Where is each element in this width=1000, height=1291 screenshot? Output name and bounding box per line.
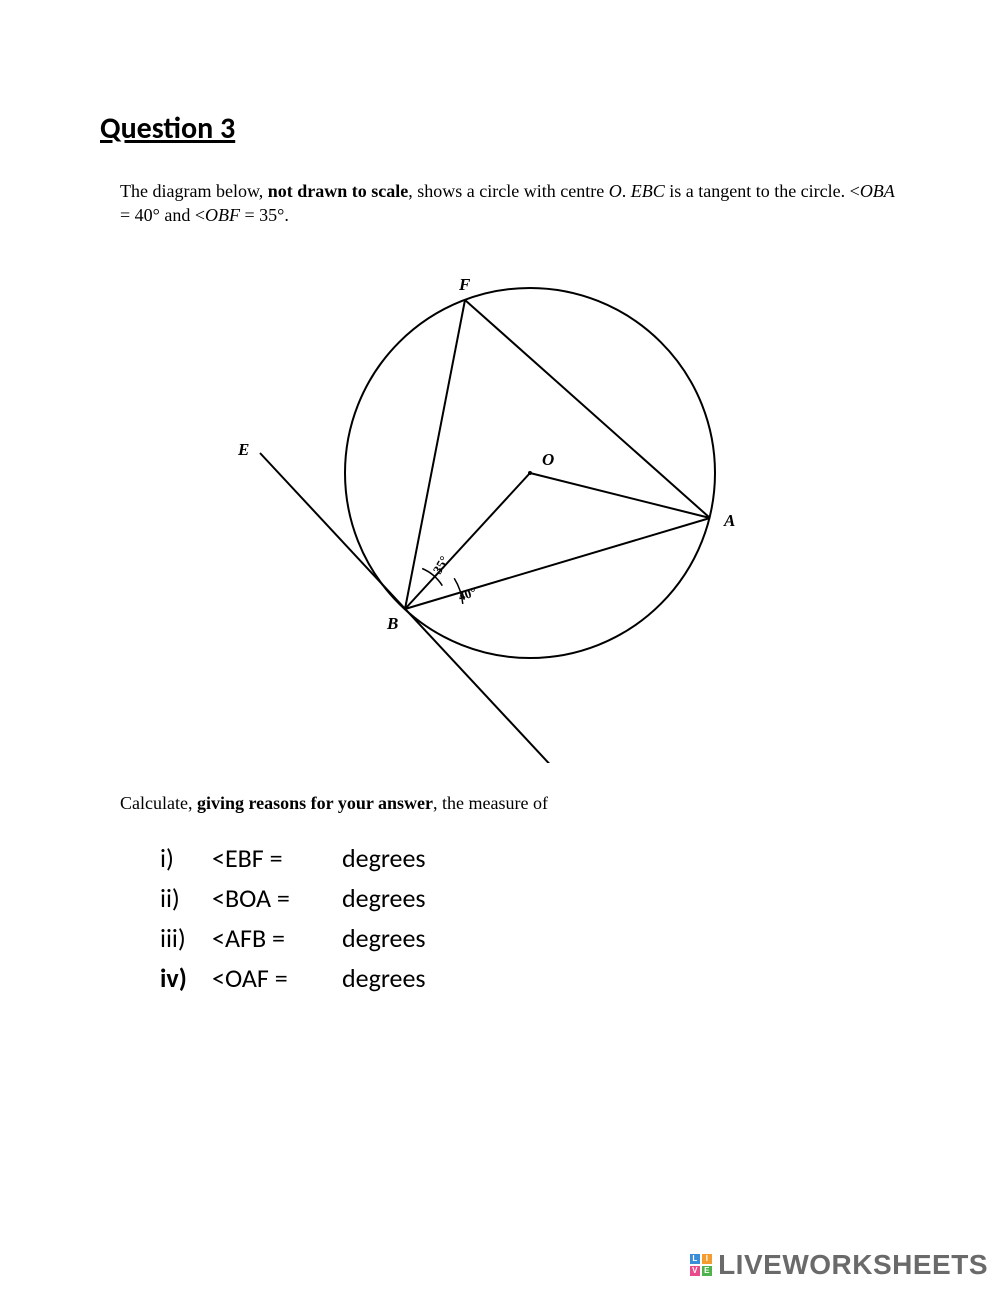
svg-text:35°: 35° — [430, 553, 452, 576]
question-title: Question 3 — [100, 110, 900, 147]
answer-row: i)<EBF =degrees — [160, 842, 900, 874]
answer-roman: ii) — [160, 882, 212, 914]
answer-angle: <OAF = — [212, 962, 342, 994]
answer-unit: degrees — [342, 962, 426, 994]
answer-roman: i) — [160, 842, 212, 874]
intro-text: The diagram below, not drawn to scale, s… — [120, 179, 900, 228]
circle-diagram: 35°40°OFABEC — [200, 243, 800, 768]
svg-text:O: O — [542, 450, 554, 469]
answer-row: iii)<AFB =degrees — [160, 922, 900, 954]
answer-angle: <EBF = — [212, 842, 342, 874]
answer-unit: degrees — [342, 882, 426, 914]
calculate-instruction: Calculate, giving reasons for your answe… — [120, 793, 900, 814]
watermark-logo-icon: LIVE — [690, 1254, 712, 1276]
watermark-text: LIVEWORKSHEETS — [718, 1249, 988, 1281]
answer-row: ii)<BOA =degrees — [160, 882, 900, 914]
svg-text:F: F — [458, 275, 471, 294]
svg-text:B: B — [386, 614, 398, 633]
answer-roman: iv) — [160, 962, 212, 994]
answer-unit: degrees — [342, 922, 426, 954]
answer-angle: <BOA = — [212, 882, 342, 914]
answer-unit: degrees — [342, 842, 426, 874]
watermark: LIVE LIVEWORKSHEETS — [690, 1249, 988, 1281]
answer-roman: iii) — [160, 922, 212, 954]
svg-text:A: A — [723, 511, 735, 530]
svg-text:E: E — [237, 440, 249, 459]
svg-text:40°: 40° — [456, 584, 478, 604]
answer-row: iv)<OAF =degrees — [160, 962, 900, 994]
answer-list: i)<EBF =degreesii)<BOA =degreesiii)<AFB … — [160, 842, 900, 994]
answer-angle: <AFB = — [212, 922, 342, 954]
